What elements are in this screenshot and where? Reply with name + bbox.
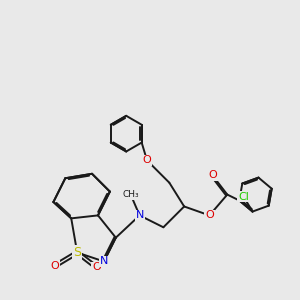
Text: S: S [73, 246, 81, 259]
Text: N: N [100, 256, 108, 266]
Text: O: O [143, 155, 152, 165]
Text: O: O [92, 262, 101, 272]
Text: CH₃: CH₃ [122, 190, 139, 199]
Text: O: O [205, 210, 214, 220]
Text: O: O [50, 261, 59, 271]
Text: N: N [135, 210, 144, 220]
Text: Cl: Cl [238, 192, 249, 202]
Text: O: O [208, 170, 217, 180]
